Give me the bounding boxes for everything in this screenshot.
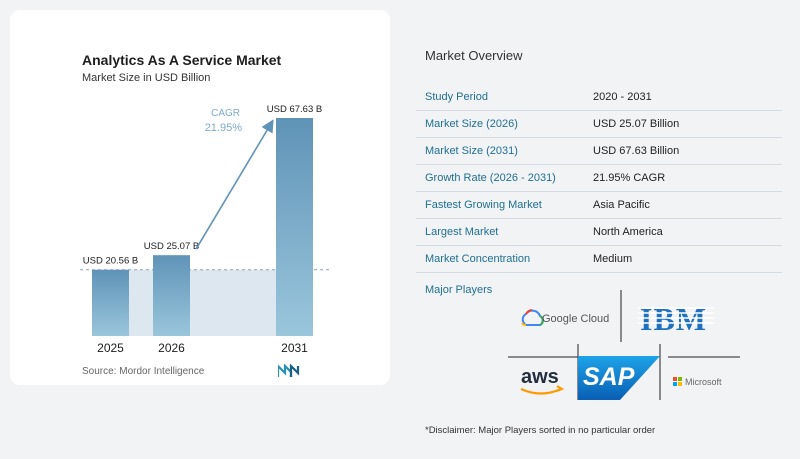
overview-key: Market Size (2031) [425,145,518,157]
overview-value: Asia Pacific [593,199,650,211]
google-cloud-logo: Google Cloud [521,309,609,327]
overview-table: Study Period 2020 - 2031 Market Size (2026… [416,84,782,273]
x-tick-label: 2031 [281,341,308,355]
svg-text:IBM: IBM [640,301,707,337]
overview-key: Market Size (2026) [425,118,518,130]
overview-value: USD 67.63 Billion [593,145,680,157]
bar-value-label: USD 67.63 B [267,104,322,115]
bar-value-label: USD 20.56 B [83,256,138,267]
svg-text:Microsoft: Microsoft [685,377,722,387]
overview-key: Largest Market [425,226,499,238]
overview-row: Fastest Growing Market Asia Pacific [416,192,782,219]
cagr-label: CAGR [211,108,240,119]
overview-row: Largest Market North America [416,219,782,246]
bar-2025 [92,269,129,336]
major-players-title: Major Players [425,284,493,296]
sap-logo: SAP [578,356,660,400]
cagr-value: 21.95% [205,122,243,134]
disclaimer: *Disclaimer: Major Players sorted in no … [425,425,656,436]
bar-value-label: USD 25.07 B [144,241,199,252]
svg-text:SAP: SAP [583,363,635,391]
aws-logo: aws [520,366,565,395]
overview-value: USD 25.07 Billion [593,118,680,130]
overview-value: 21.95% CAGR [593,172,666,184]
overview-value: North America [593,226,663,238]
overview-key: Growth Rate (2026 - 2031) [425,172,556,184]
overview-row: Growth Rate (2026 - 2031) 21.95% CAGR [416,165,782,192]
chart-subtitle: Market Size in USD Billion [82,72,211,84]
overview-row: Study Period 2020 - 2031 [416,84,782,111]
x-tick-label: 2026 [158,341,185,355]
overview-key: Study Period [425,91,488,103]
overview-value: 2020 - 2031 [593,91,652,103]
overview-row: Market Concentration Medium [416,246,782,273]
source-note: Source: Mordor Intelligence [82,366,205,377]
svg-text:aws: aws [521,366,559,388]
chart-title: Analytics As A Service Market [82,52,282,68]
microsoft-logo: Microsoft [673,377,722,387]
cagr-arrow [195,119,274,250]
overview-row: Market Size (2031) USD 67.63 Billion [416,138,782,165]
ibm-logo: IBM [638,301,714,337]
x-tick-label: 2025 [97,341,124,355]
overview-row: Market Size (2026) USD 25.07 Billion [416,111,782,138]
overview-key: Market Concentration [425,253,531,265]
overview-value: Medium [593,253,633,265]
mordor-intelligence-logo [278,364,300,377]
bar-2031 [276,118,313,336]
bar-chart: USD 20.56 B 2025 USD 25.07 B 2026 USD 67.63 … [80,104,330,355]
overview-key: Fastest Growing Market [425,199,542,211]
svg-text:Google Cloud: Google Cloud [542,313,609,325]
bar-2026 [153,255,190,336]
market-overview-title: Market Overview [425,48,523,63]
